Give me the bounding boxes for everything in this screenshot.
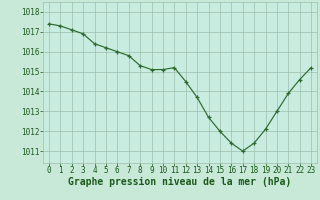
X-axis label: Graphe pression niveau de la mer (hPa): Graphe pression niveau de la mer (hPa) — [68, 177, 292, 187]
